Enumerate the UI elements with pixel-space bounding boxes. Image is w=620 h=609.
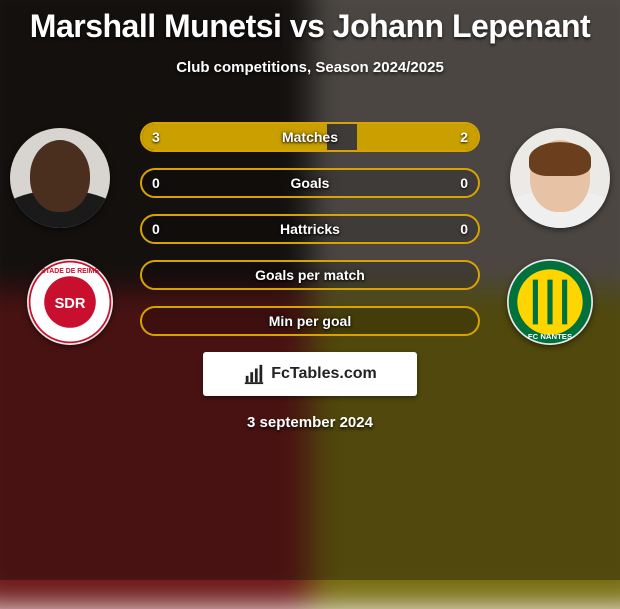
brand-text: FcTables.com [271, 365, 377, 383]
stat-label: Goals [142, 170, 478, 196]
stat-value-right: 0 [460, 170, 468, 196]
stat-row-goals-per-match: Goals per match [140, 260, 480, 290]
stat-label: Matches [142, 124, 478, 150]
chart-bars-icon [243, 363, 265, 385]
stat-label: Min per goal [142, 308, 478, 334]
stat-value-left: 0 [152, 170, 160, 196]
stat-value-right: 0 [460, 216, 468, 242]
stat-value-right: 2 [460, 124, 468, 150]
date-line: 3 september 2024 [0, 414, 620, 431]
stat-row-min-per-goal: Min per goal [140, 306, 480, 336]
subtitle: Club competitions, Season 2024/2025 [0, 59, 620, 76]
stat-row-matches: Matches3 2 [140, 122, 480, 152]
stat-value-left: 3 [152, 124, 160, 150]
brand-badge[interactable]: FcTables.com [203, 352, 417, 396]
stat-row-hattricks: Hattricks0 0 [140, 214, 480, 244]
page-title: Marshall Munetsi vs Johann Lepenant [0, 0, 620, 45]
stats-area: Matches32Goals00Hattricks00Goals per mat… [0, 122, 620, 431]
stat-row-goals: Goals0 0 [140, 168, 480, 198]
stat-label: Goals per match [142, 262, 478, 288]
comparison-bars: Matches32Goals00Hattricks00Goals per mat… [140, 122, 480, 336]
stat-value-left: 0 [152, 216, 160, 242]
comparison-card: Marshall Munetsi vs Johann Lepenant Club… [0, 0, 620, 580]
stat-label: Hattricks [142, 216, 478, 242]
